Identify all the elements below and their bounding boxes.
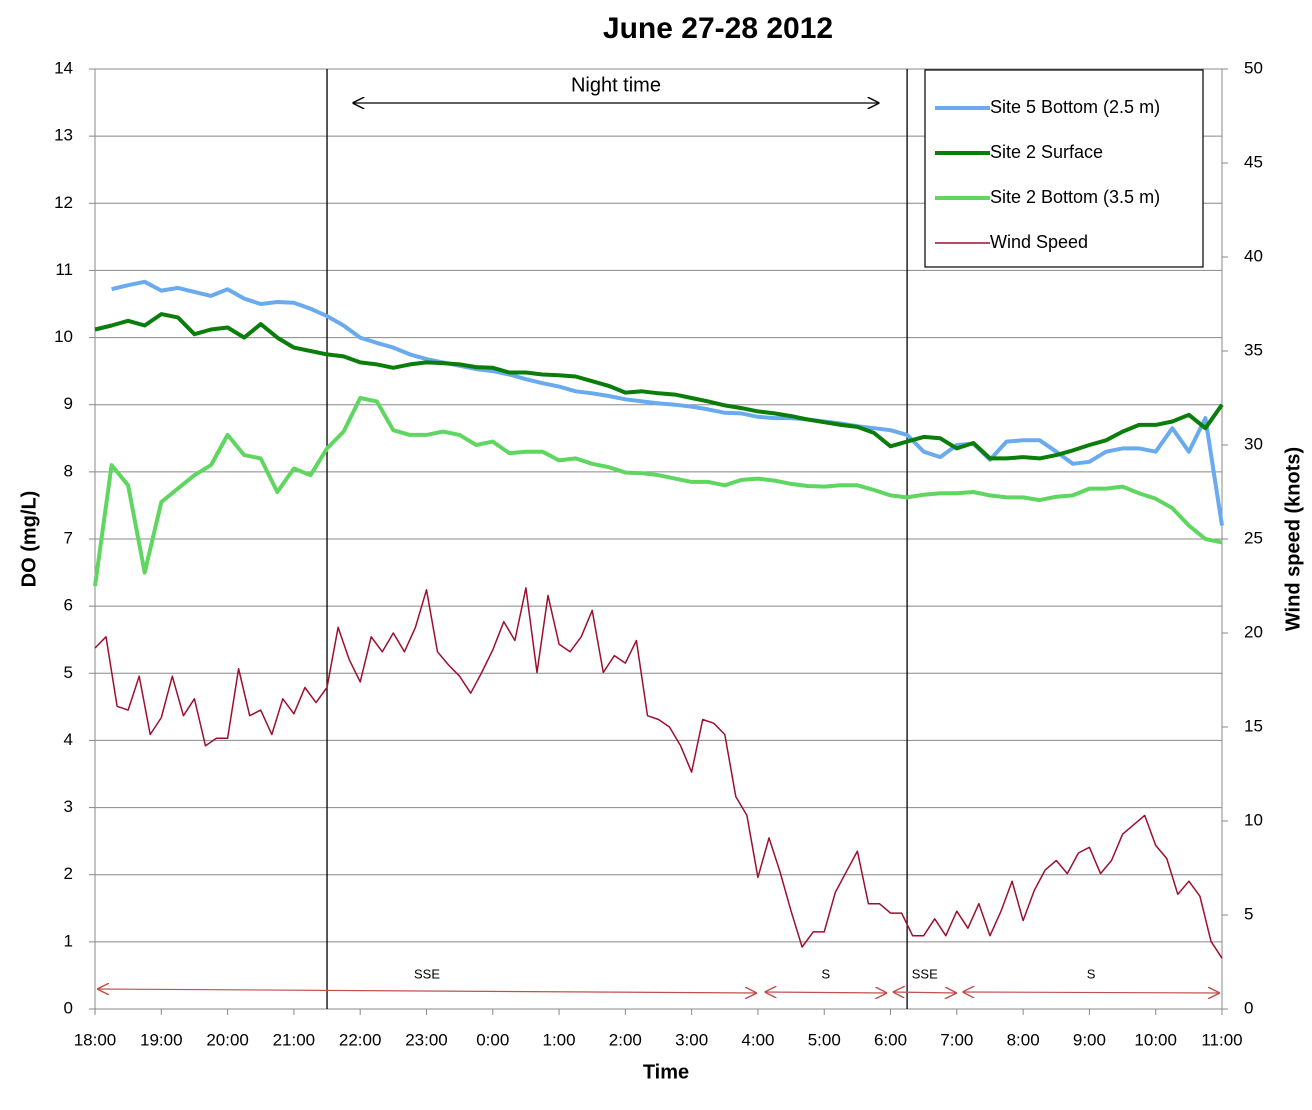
x-tick-label: 9:00 (1073, 1030, 1106, 1049)
y-tick-label: 10 (54, 327, 73, 346)
y-tick-label: 5 (64, 663, 73, 682)
x-tick-label: 6:00 (874, 1030, 907, 1049)
y2-tick-label: 40 (1244, 246, 1263, 265)
y2-tick-label: 45 (1244, 152, 1263, 171)
wind-direction-label: S (1087, 966, 1096, 981)
wind-direction-label: S (822, 966, 831, 981)
y-tick-label: 1 (64, 931, 73, 950)
wind-direction-arrow (97, 989, 757, 993)
chart-title: June 27-28 2012 (603, 12, 833, 45)
y2-tick-label: 5 (1244, 904, 1253, 923)
y2-tick-label: 20 (1244, 622, 1263, 641)
x-tick-label: 10:00 (1134, 1030, 1177, 1049)
x-tick-label: 20:00 (206, 1030, 249, 1049)
y-tick-label: 12 (54, 193, 73, 212)
wind-direction-arrow (893, 992, 957, 993)
data-line (93, 396, 1223, 587)
y2-tick-label: 15 (1244, 716, 1263, 735)
y-axis-title: DO (mg/L) (18, 491, 40, 588)
y-tick-label: 11 (55, 260, 73, 279)
y-tick-label: 4 (64, 730, 73, 749)
x-tick-label: 22:00 (339, 1030, 382, 1049)
night-time-label: Night time (571, 74, 661, 96)
y2-tick-label: 0 (1244, 998, 1253, 1017)
wind-direction-label: SSE (912, 966, 938, 981)
wind-direction-label: SSE (414, 966, 440, 981)
y-tick-label: 6 (64, 596, 73, 615)
legend-box (924, 69, 1204, 268)
y-tick-label: 14 (54, 58, 73, 77)
x-tick-label: 21:00 (273, 1030, 316, 1049)
y2-tick-label: 30 (1244, 434, 1263, 453)
y-tick-label: 8 (64, 461, 73, 480)
x-tick-label: 7:00 (940, 1030, 973, 1049)
x-tick-label: 23:00 (405, 1030, 448, 1049)
y-tick-label: 2 (64, 864, 73, 883)
y2-tick-label: 50 (1244, 58, 1263, 77)
x-tick-label: 4:00 (741, 1030, 774, 1049)
wind-direction-arrow (962, 992, 1219, 993)
legend-label: Site 2 Surface (990, 142, 1103, 162)
y2-axis-title: Wind speed (knots) (1282, 447, 1304, 631)
y-tick-label: 7 (64, 528, 73, 547)
x-tick-label: 19:00 (140, 1030, 183, 1049)
x-tick-label: 8:00 (1007, 1030, 1040, 1049)
legend-label: Wind Speed (990, 232, 1088, 252)
y2-tick-label: 35 (1244, 340, 1263, 359)
y-tick-label: 9 (64, 394, 73, 413)
x-tick-label: 0:00 (476, 1030, 509, 1049)
x-tick-label: 2:00 (609, 1030, 642, 1049)
data-line (94, 587, 1223, 959)
y2-tick-label: 10 (1244, 810, 1263, 829)
plot-frame (94, 68, 1223, 1010)
y2-tick-label: 25 (1244, 528, 1263, 547)
y-tick-label: 13 (54, 126, 73, 145)
x-axis-title: Time (643, 1061, 689, 1083)
x-tick-label: 1:00 (543, 1030, 576, 1049)
x-tick-label: 11:00 (1201, 1030, 1242, 1049)
data-line (111, 279, 1224, 526)
x-tick-label: 18:00 (74, 1030, 117, 1049)
legend-label: Site 2 Bottom (3.5 m) (990, 187, 1160, 207)
legend-label: Site 5 Bottom (2.5 m) (990, 97, 1160, 117)
y-tick-label: 0 (64, 998, 73, 1017)
x-tick-label: 3:00 (675, 1030, 708, 1049)
y-tick-label: 3 (64, 797, 73, 816)
data-line (94, 312, 1224, 461)
x-tick-label: 5:00 (808, 1030, 841, 1049)
wind-direction-arrow (765, 992, 888, 993)
